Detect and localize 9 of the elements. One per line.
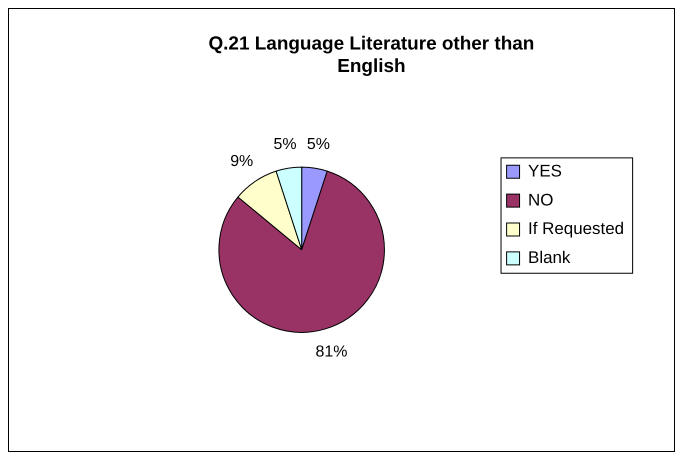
data-label: 81% [315, 343, 348, 360]
legend-label: If Requested [528, 219, 624, 238]
legend-label: Blank [528, 248, 571, 268]
legend-label: NO [528, 190, 554, 210]
chart-title: Q.21 Language Literature other than English [208, 33, 534, 78]
data-label: 5% [273, 136, 296, 153]
legend-label: YES [528, 161, 562, 180]
data-label: 5% [306, 136, 330, 153]
data-label: 9% [230, 153, 254, 170]
